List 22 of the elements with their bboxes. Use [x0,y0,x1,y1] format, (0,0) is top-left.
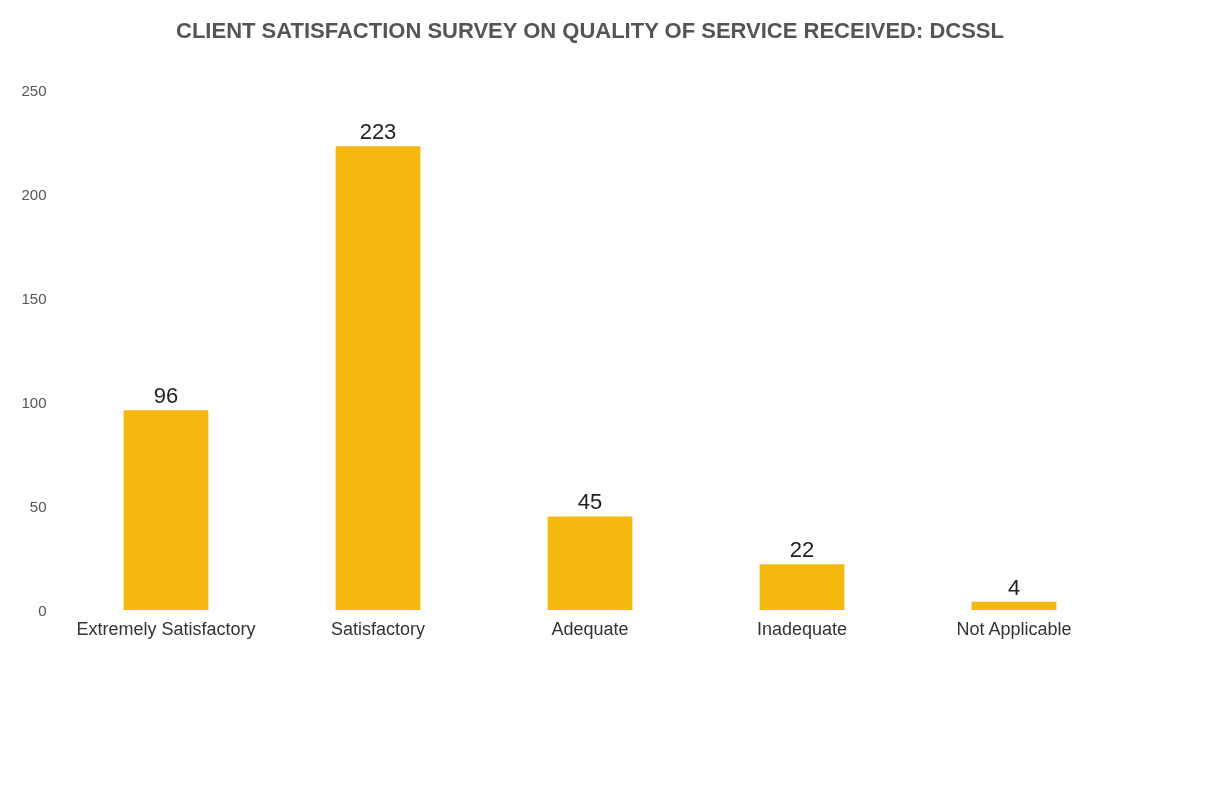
data-label: 22 [789,537,815,563]
y-tick-label: 200 [21,185,47,203]
bar [123,410,209,610]
data-label: 45 [577,489,603,515]
data-label: 96 [153,383,179,409]
x-tick-label: Not Applicable [956,618,1072,639]
y-tick-label: 100 [21,393,47,411]
x-tick-label: Inadequate [756,618,848,639]
y-tick-label: 50 [29,497,47,515]
y-tick-label: 0 [38,601,47,619]
bar [971,601,1057,610]
bar [547,516,633,610]
x-tick-label: Extremely Satisfactory [76,618,256,639]
y-tick-label: 250 [21,81,47,99]
x-tick-label: Satisfactory [330,618,426,639]
bar [335,146,421,610]
x-tick-label: Adequate [551,618,629,639]
chart-title: CLIENT SATISFACTION SURVEY ON QUALITY OF SERVICE RECEIVED: DCSSL [176,18,1004,43]
data-label: 223 [359,119,397,145]
y-tick-label: 150 [21,289,47,307]
bar [759,564,845,610]
data-label: 4 [1007,574,1021,600]
